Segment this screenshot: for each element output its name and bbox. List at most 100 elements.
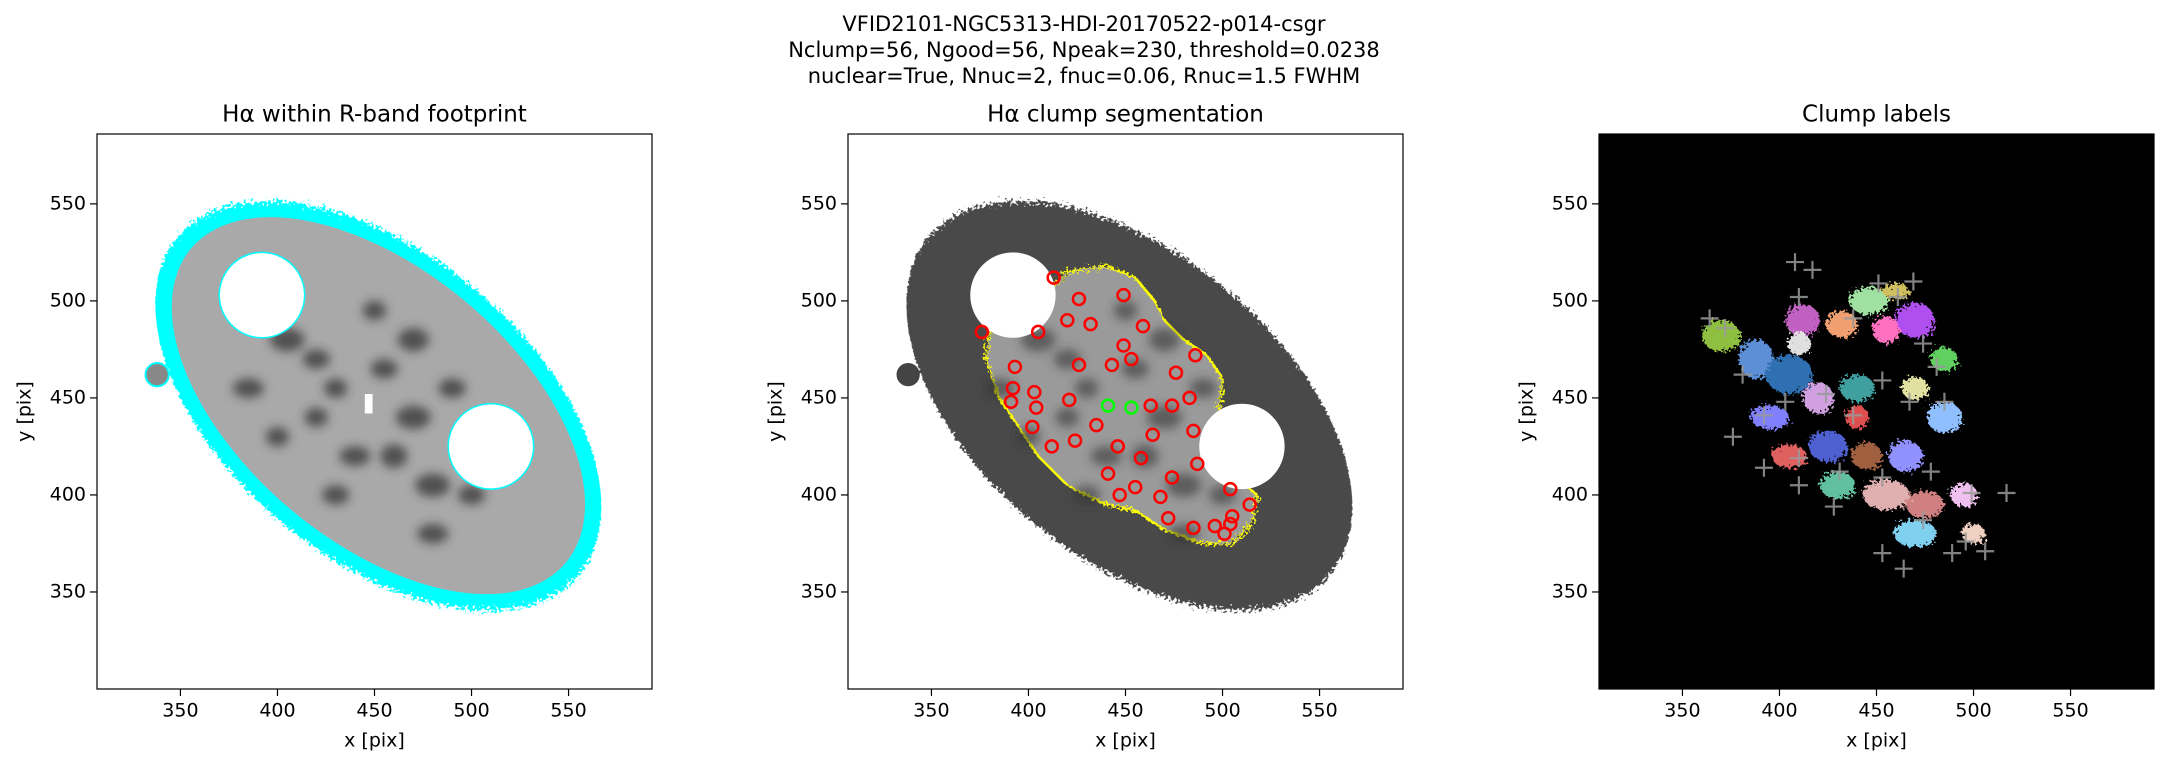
marker (1186, 423, 1201, 439)
x-tick-label: 400 (1010, 700, 1046, 722)
marker (1754, 458, 1773, 477)
dark-clump (397, 328, 429, 352)
marker (1104, 357, 1120, 373)
x-tick-label: 450 (1858, 700, 1894, 722)
y-tick-label: 450 (1552, 386, 1588, 408)
marker (1164, 470, 1180, 485)
clump-label (1785, 304, 1821, 336)
background (1599, 134, 2154, 689)
dark-clump (983, 378, 1015, 398)
companion (896, 362, 920, 387)
marker (1071, 357, 1087, 373)
marker (1976, 542, 1995, 561)
nucleus (364, 394, 373, 414)
clump-label (1820, 471, 1856, 499)
marker (1186, 520, 1201, 536)
x-tick-label: 550 (550, 700, 586, 722)
marker (1027, 384, 1042, 400)
clump-label (1750, 405, 1790, 429)
marker (1888, 288, 1907, 307)
axes-panel: 350 400 450 500 550 350 400 450 500 550 Hα within … (14, 102, 653, 752)
clump-label (1905, 491, 1945, 519)
y-axis-label: y [pix] (765, 381, 787, 442)
y-tick-label: 400 (801, 483, 837, 505)
marker (1124, 400, 1139, 415)
marker (1135, 318, 1151, 334)
marker (1223, 516, 1238, 532)
clump-label (1862, 479, 1910, 511)
y-tick-label: 400 (1552, 483, 1588, 505)
marker (1160, 510, 1176, 526)
dark-clump (362, 300, 387, 321)
y-axis-label: y [pix] (14, 381, 36, 442)
clump-label (1950, 483, 1978, 507)
marker (1754, 406, 1773, 425)
mask-circle (1199, 403, 1285, 490)
marker (1844, 309, 1863, 328)
y-tick-label: 500 (50, 289, 86, 311)
marker (1028, 400, 1044, 415)
mask-circle (447, 402, 535, 490)
clump-label (1893, 520, 1937, 548)
x-tick-label: 350 (162, 700, 198, 722)
dark-clump (322, 485, 350, 505)
marker (1067, 433, 1083, 448)
marker (1061, 392, 1077, 408)
clump-label (1771, 444, 1807, 468)
marker (1873, 544, 1892, 563)
clump-label (1895, 302, 1935, 338)
axes-panel: 350 400 450 500 550 350 400 450 500 550 Clump labe… (1516, 102, 2155, 752)
marker (1207, 518, 1223, 534)
marker (1723, 427, 1742, 446)
suptitle: nuclear=True, Nnuc=2, fnuc=0.06, Rnuc=1.… (808, 64, 1361, 88)
marker (1100, 398, 1116, 413)
marker (1869, 274, 1888, 293)
dark-clump (1166, 473, 1202, 497)
clump-label (1738, 339, 1774, 379)
companion (144, 361, 170, 388)
marker (1190, 456, 1205, 472)
marker (1116, 338, 1131, 353)
suptitle: Nclump=56, Ngood=56, Npeak=230, threshol… (788, 38, 1380, 62)
marker (1776, 392, 1795, 411)
axes-title: Clump labels (1802, 102, 1951, 128)
clumps (232, 300, 486, 544)
y-tick-label: 550 (1552, 192, 1588, 214)
dark-clump (370, 359, 398, 379)
dark-clump (1168, 524, 1200, 544)
dark-clump (1113, 300, 1138, 321)
marker (1716, 319, 1735, 338)
marker (1003, 394, 1019, 410)
marker (1223, 481, 1238, 497)
dark-clump (324, 378, 348, 398)
dark-clump (302, 349, 330, 369)
x-tick-label: 400 (259, 700, 295, 722)
marker (1956, 532, 1975, 551)
marker (1927, 357, 1946, 376)
x-tick-label: 500 (453, 700, 489, 722)
y-tick-label: 550 (50, 192, 86, 214)
marker (1164, 398, 1180, 413)
marker (1914, 334, 1933, 353)
axes-title: Hα within R-band footprint (222, 102, 527, 128)
clump-label (1872, 316, 1900, 344)
marker (1943, 544, 1962, 563)
clump-label (1787, 331, 1811, 356)
marker (1188, 347, 1203, 363)
marker (1817, 385, 1836, 404)
y-axis-label: y [pix] (1516, 381, 1538, 442)
marker (1914, 511, 1933, 530)
marker (1030, 324, 1046, 340)
marker (1786, 253, 1804, 272)
y-tick-label: 450 (801, 386, 837, 408)
clump-label (1926, 401, 1962, 433)
image (144, 201, 602, 611)
marker (1789, 288, 1808, 307)
marker (1789, 449, 1808, 468)
y-tick-label: 350 (801, 580, 837, 602)
clump-label (1845, 405, 1869, 429)
clump-label (1849, 287, 1889, 315)
marker (1110, 439, 1125, 454)
marker (1182, 390, 1197, 406)
